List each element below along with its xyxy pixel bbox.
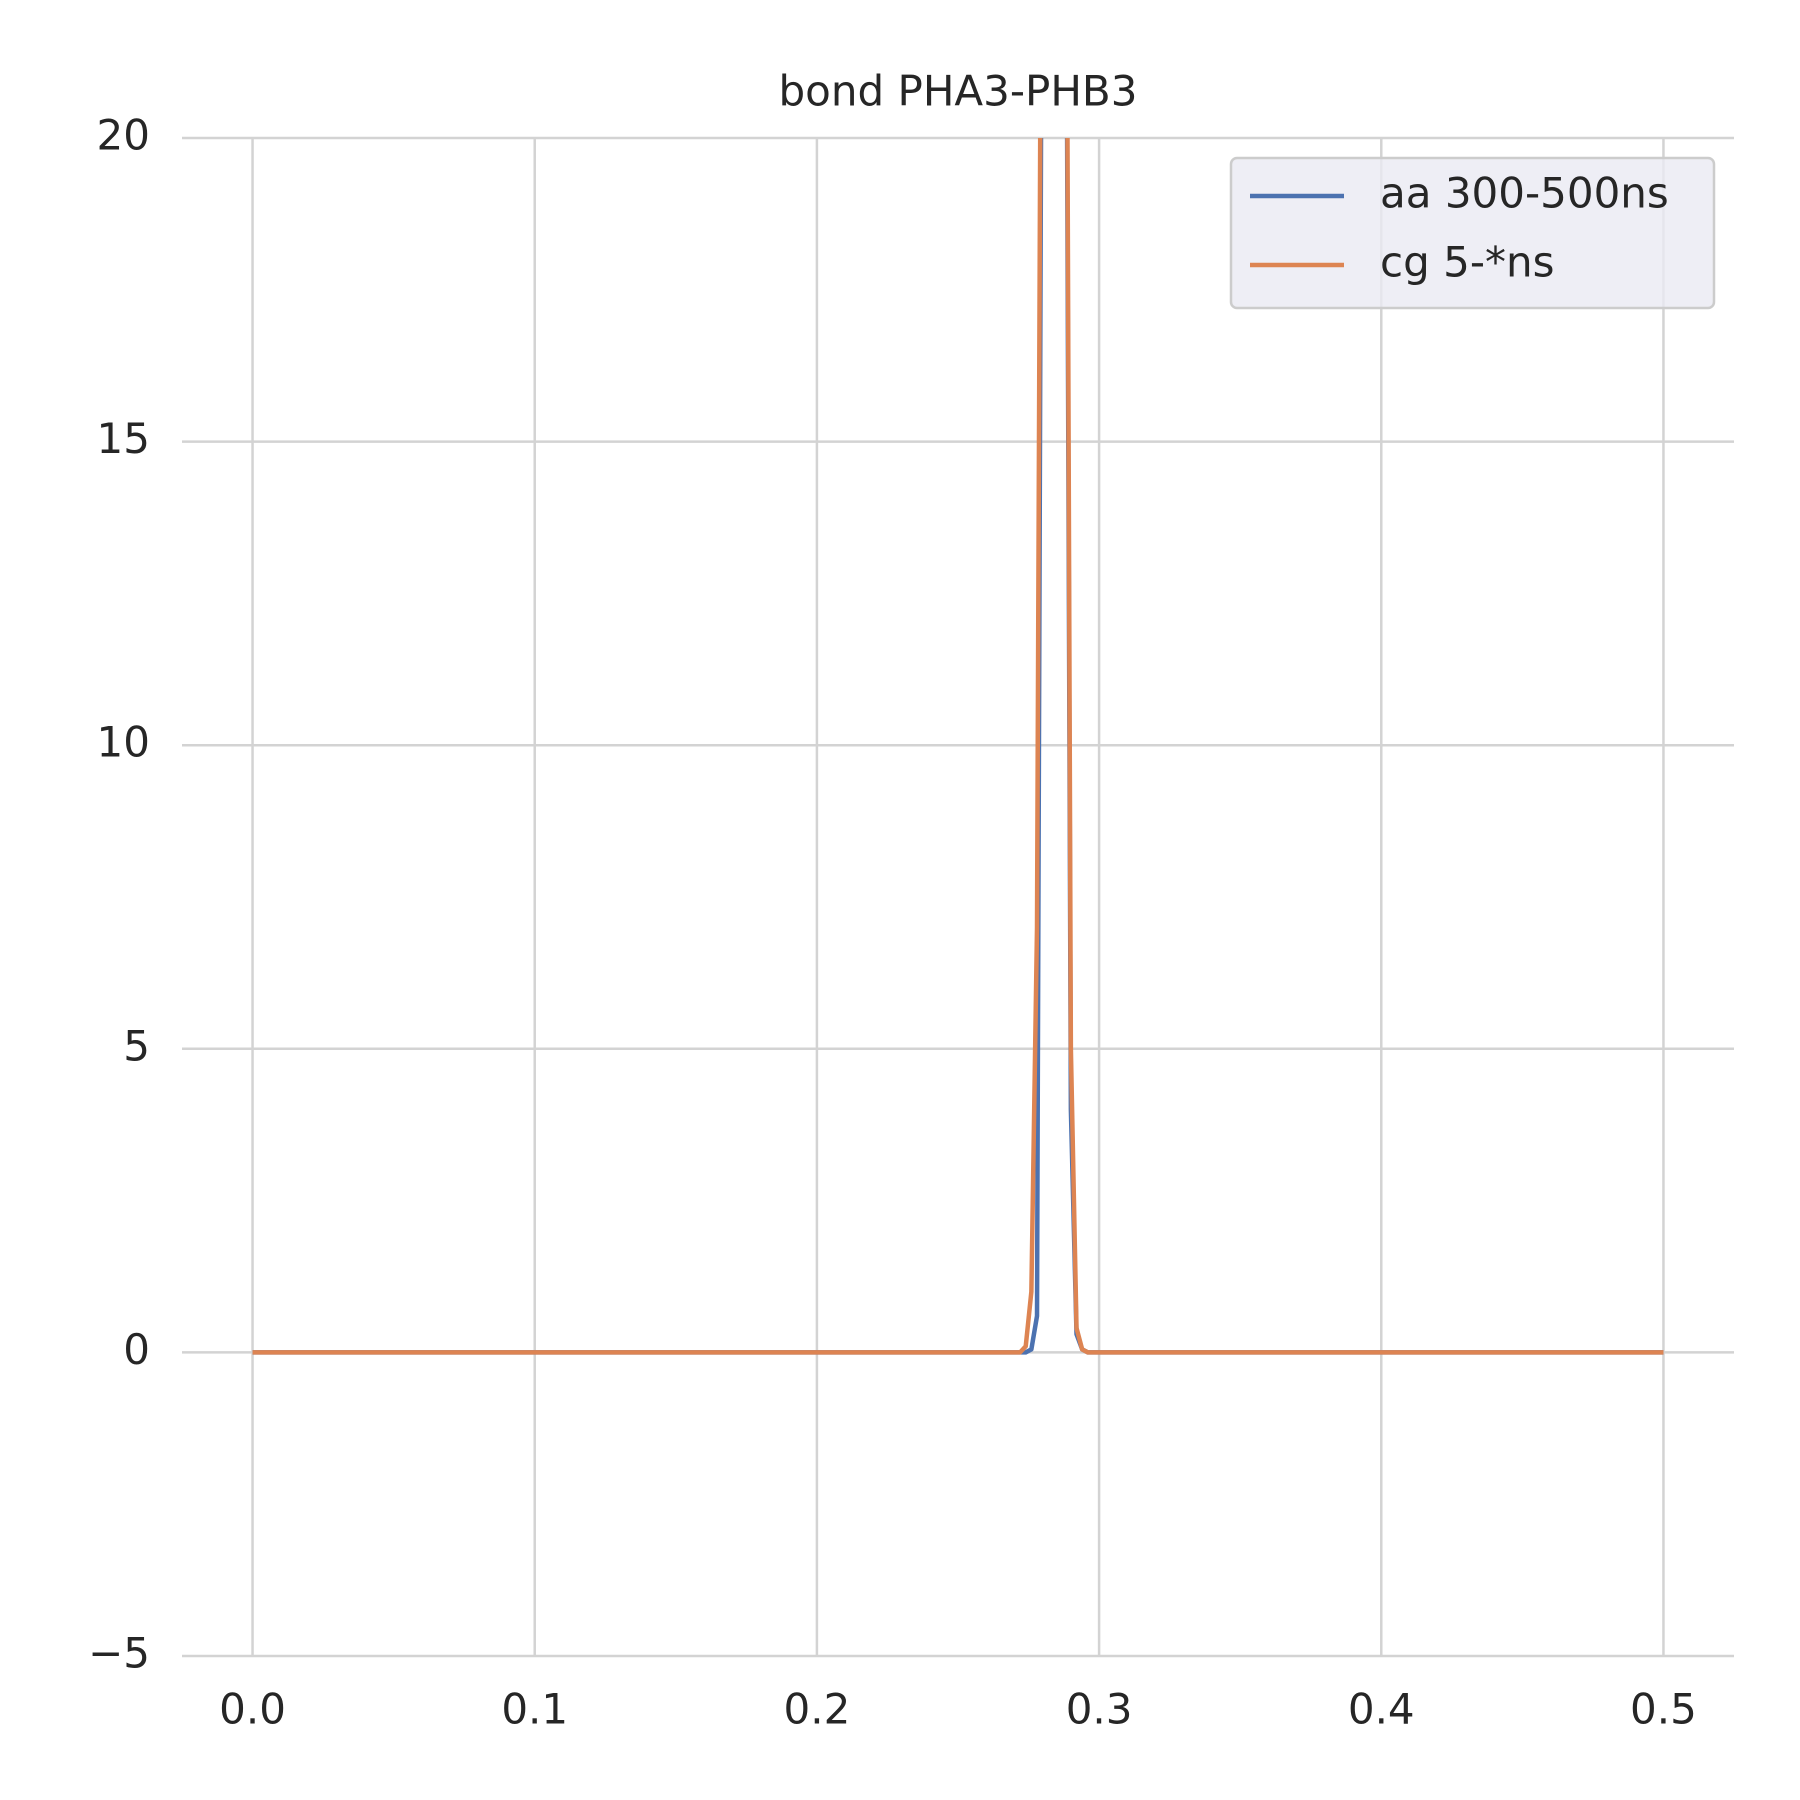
grid: −5 0 5 10 15 20 0.0 0.1 0.2 0.3 0.4 0.5 <box>88 111 1734 1734</box>
y-tick-label: 15 <box>97 414 150 463</box>
plot-area <box>252 138 1664 1355</box>
x-tick-label: 0.0 <box>219 1685 286 1734</box>
x-tick-label: 0.4 <box>1348 1685 1415 1734</box>
x-tick-label: 0.5 <box>1630 1685 1697 1734</box>
legend: aa 300-500ns cg 5-*ns <box>1229 156 1716 310</box>
y-tick-label: 5 <box>123 1021 150 1070</box>
y-tick-label: 0 <box>123 1325 150 1374</box>
y-tick-label: 10 <box>97 718 150 767</box>
y-tick-label: 20 <box>97 111 150 160</box>
x-tick-label: 0.1 <box>501 1685 568 1734</box>
x-tick-label: 0.3 <box>1066 1685 1133 1734</box>
chart-title: bond PHA3-PHB3 <box>779 67 1138 116</box>
x-tick-label: 0.2 <box>784 1685 851 1734</box>
legend-label: cg 5-*ns <box>1380 238 1554 287</box>
y-tick-label: −5 <box>88 1629 150 1678</box>
legend-label: aa 300-500ns <box>1380 169 1669 218</box>
data-line <box>252 138 1664 1355</box>
legend-box <box>1229 156 1716 310</box>
